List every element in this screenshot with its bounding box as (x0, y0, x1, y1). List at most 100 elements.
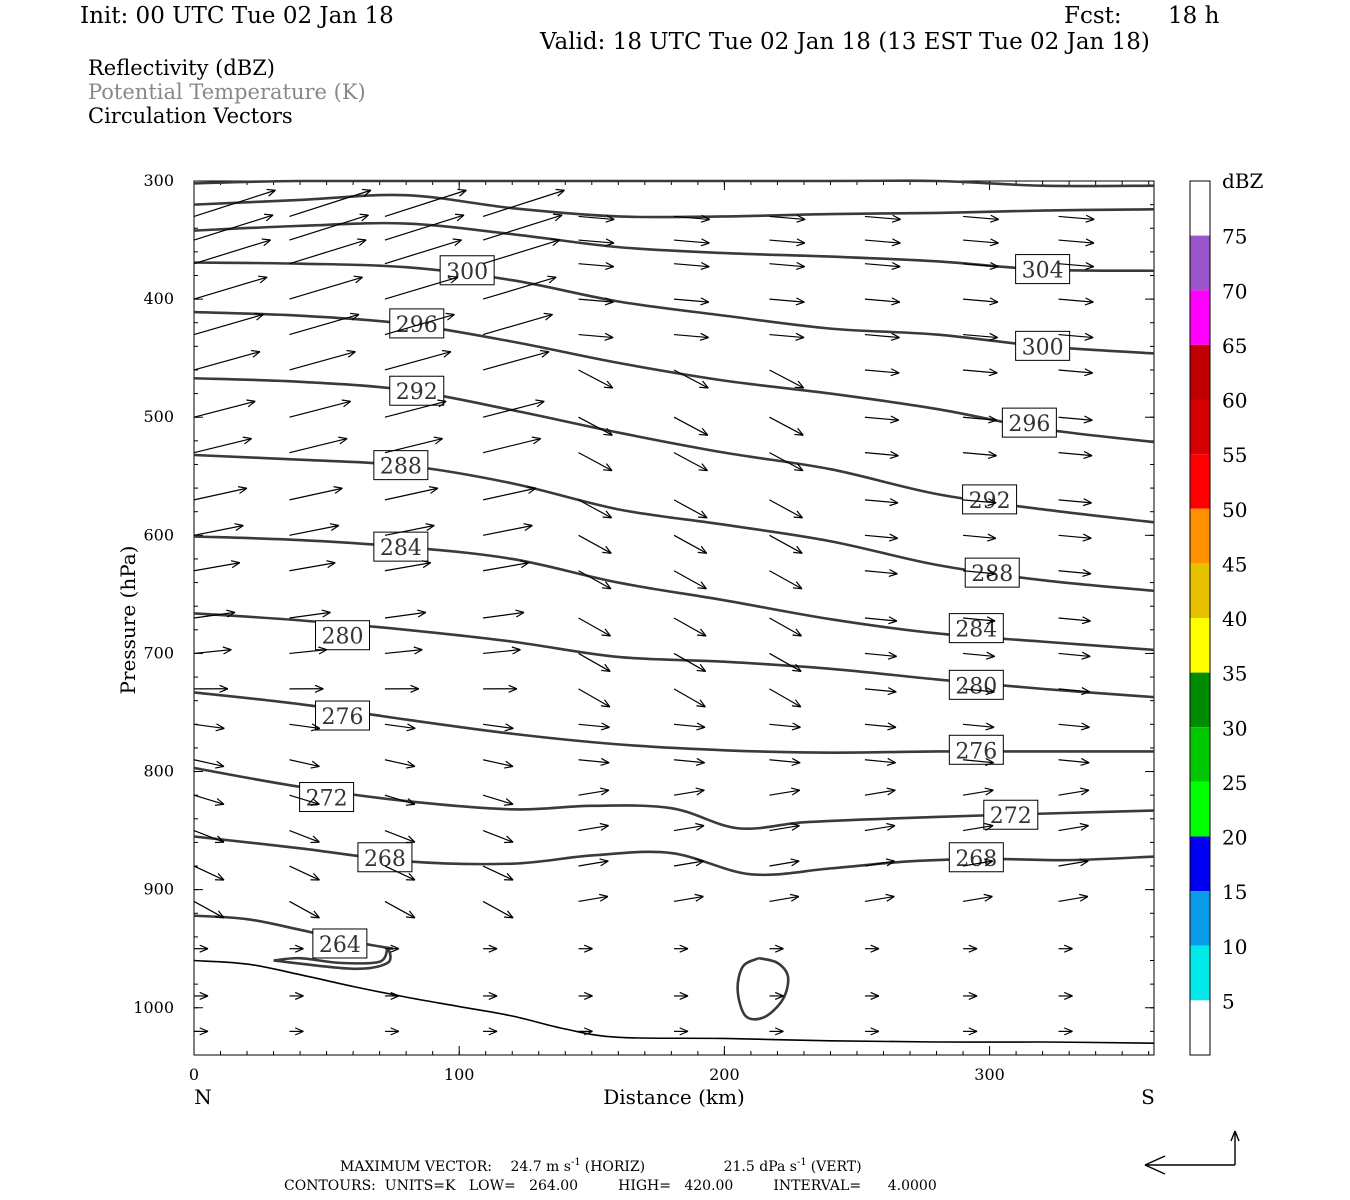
colorbar-swatch (1190, 727, 1210, 782)
vector-head (254, 312, 264, 316)
vector-head (890, 336, 900, 341)
vector-head (695, 762, 705, 766)
vector-shaft (482, 562, 529, 572)
vector-head (985, 726, 995, 731)
circulation-vector (289, 312, 360, 336)
vector-head (1080, 789, 1090, 796)
vector-shaft (864, 369, 900, 374)
vector-shaft (482, 400, 545, 418)
vector-head (488, 995, 498, 1001)
vector-head (794, 433, 804, 436)
circulation-vector (194, 944, 209, 953)
vector-head (794, 386, 804, 389)
vector-head (443, 351, 452, 358)
circulation-vector (673, 369, 709, 389)
vector-shaft (483, 649, 521, 655)
vector-head (986, 687, 995, 693)
circulation-vector (769, 688, 802, 708)
circulation-vector (673, 858, 705, 867)
vector-shaft (864, 416, 899, 421)
circulation-vector (673, 214, 710, 223)
forecast-label: Fcst: (1064, 3, 1122, 29)
circulation-vector (384, 1027, 400, 1036)
circulation-vector (193, 188, 276, 218)
vector-head (600, 895, 609, 902)
vector-head (699, 663, 707, 672)
contour-label: 276 (955, 739, 997, 764)
vector-shaft (962, 789, 994, 796)
vector-shaft (673, 860, 704, 867)
vector-head (887, 757, 896, 764)
circulation-vector (1058, 332, 1094, 341)
vector-head (1082, 537, 1092, 542)
vector-head (214, 803, 225, 806)
vector-head (456, 214, 465, 222)
colorbar-swatch (1190, 235, 1210, 291)
vector-head (891, 301, 901, 306)
vector-head (216, 723, 225, 729)
vector-shaft (864, 298, 900, 303)
colorbar-swatch (1190, 563, 1210, 618)
circulation-vector (384, 399, 447, 418)
vector-shaft (289, 865, 320, 881)
contour-label: 284 (955, 618, 997, 643)
circulation-vector (289, 436, 348, 454)
vector-head (889, 498, 899, 504)
vector-shaft (578, 825, 609, 832)
contour-label-box (948, 734, 1004, 765)
vector-head (528, 487, 537, 494)
vector-head (294, 995, 304, 1001)
circulation-vector (194, 1027, 209, 1036)
circulation-vector (482, 560, 530, 572)
circulation-vector (1058, 368, 1094, 377)
circulation-vector (962, 822, 994, 832)
vector-shaft (482, 214, 563, 241)
circulation-vector (673, 534, 708, 554)
circulation-vector (963, 651, 996, 660)
vector-head (361, 214, 369, 222)
vector-head (294, 1027, 304, 1032)
vector-head (421, 560, 431, 564)
vector-head (266, 188, 276, 191)
vector-head (700, 297, 710, 303)
circulation-vector (193, 560, 241, 572)
vector-head (600, 860, 609, 867)
vector-head (791, 726, 801, 731)
vector-head (696, 669, 706, 673)
vector-shaft (769, 534, 803, 554)
vector-shaft (384, 487, 438, 501)
circulation-vector (384, 436, 443, 454)
vector-head (457, 188, 467, 191)
circulation-vector (289, 830, 320, 844)
vector-shaft (673, 416, 709, 436)
vector-head (445, 312, 455, 316)
vector-shaft (769, 452, 804, 472)
y-tick-label: 1000 (133, 998, 174, 1017)
vector-shaft (289, 649, 327, 655)
vector-head (796, 297, 805, 303)
vector-head (793, 469, 804, 472)
vector-head (968, 995, 978, 1001)
vector-head (1064, 995, 1073, 1001)
vector-head (985, 691, 995, 696)
circulation-vector (289, 609, 331, 619)
circulation-vector (193, 723, 225, 732)
vector-head (318, 646, 328, 651)
vector-head (870, 1027, 880, 1032)
vector-shaft (384, 794, 416, 805)
circulation-vector (864, 1027, 880, 1036)
vector-head (890, 419, 899, 424)
vector-head (310, 727, 320, 732)
vector-head (1085, 214, 1095, 220)
vector-head (1081, 722, 1090, 728)
vector-head (334, 487, 343, 494)
vector-head (1079, 893, 1089, 898)
vector-head (312, 798, 320, 805)
vector-head (891, 218, 901, 223)
vector-shaft (1058, 617, 1091, 622)
terrain-line (193, 959, 1155, 1044)
vector-head (696, 726, 706, 731)
vector-shaft (578, 452, 613, 472)
vector-head (605, 266, 614, 271)
vector-head (1080, 825, 1089, 831)
